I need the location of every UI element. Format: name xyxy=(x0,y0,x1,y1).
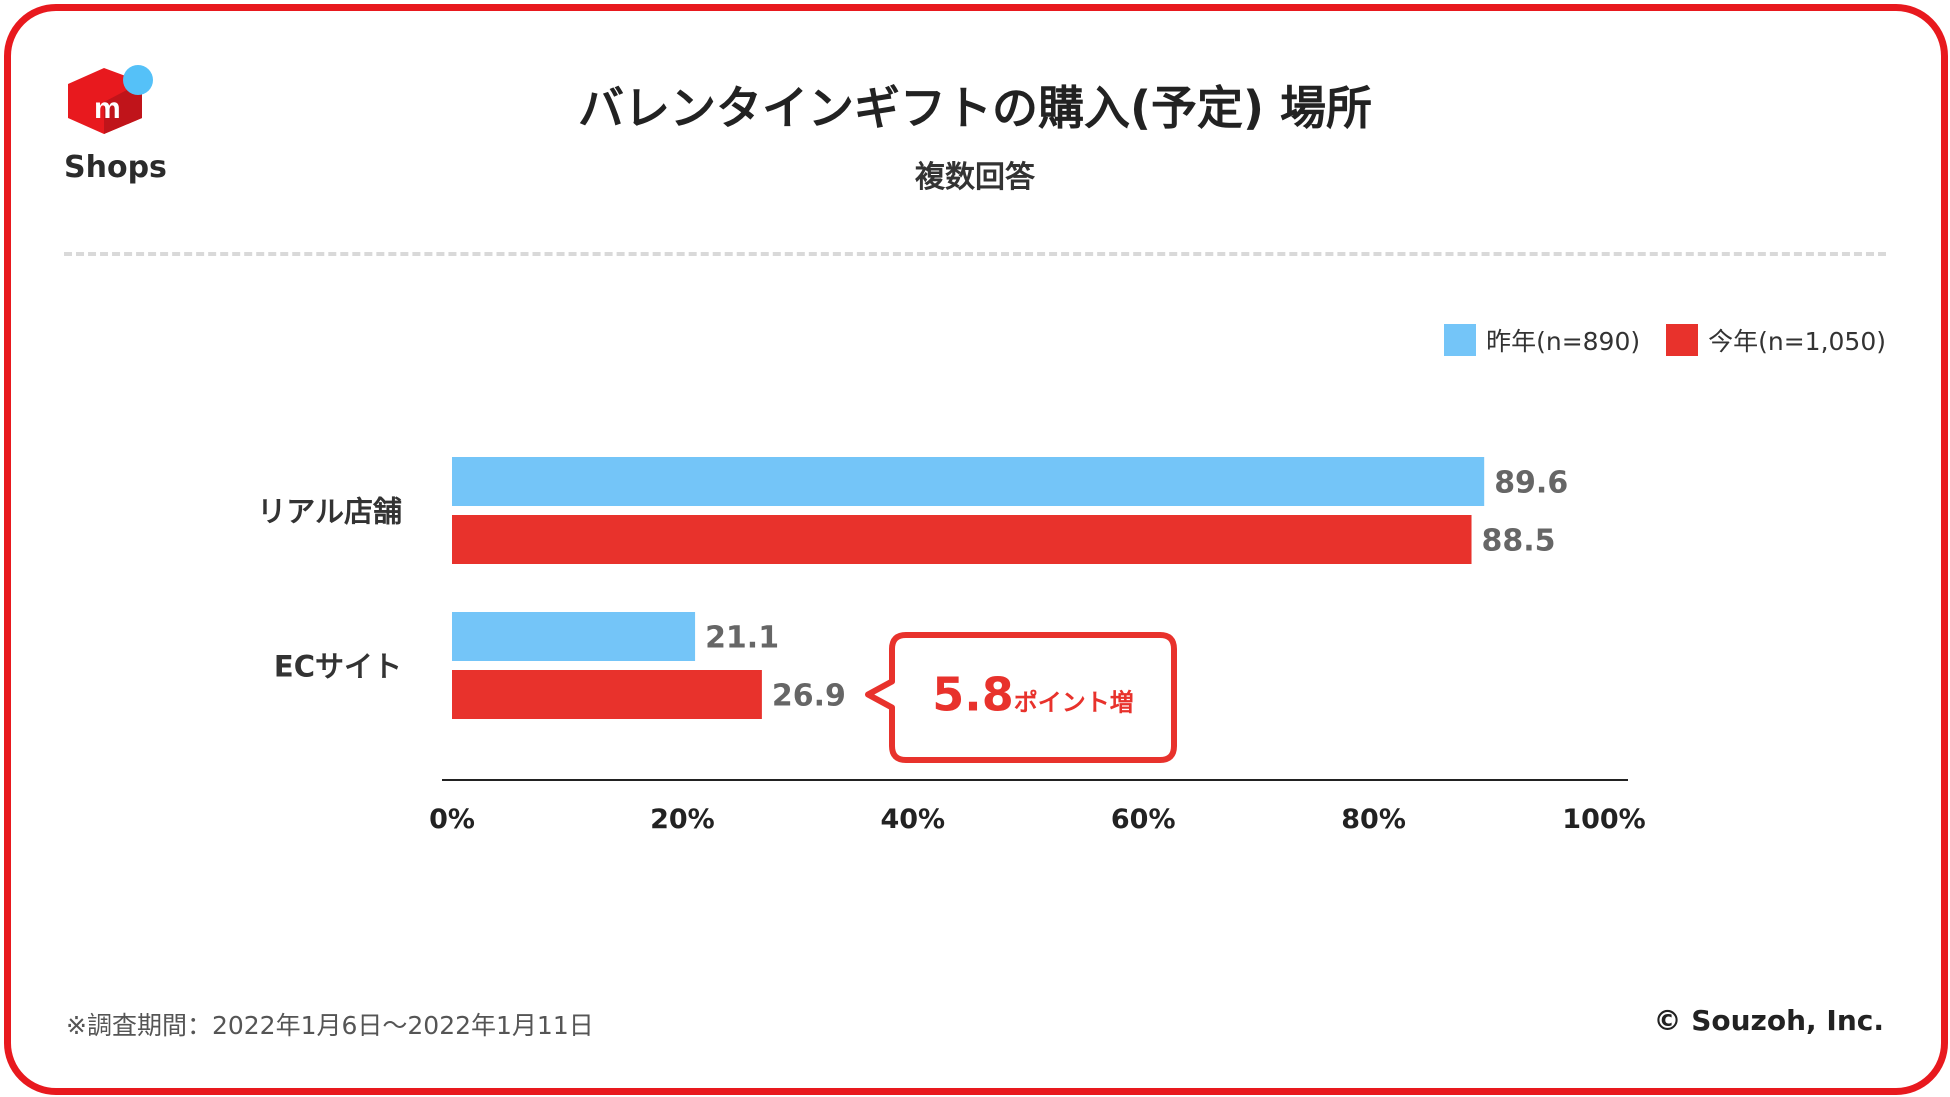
bar-value-label: 26.9 xyxy=(772,679,846,714)
chart-title: バレンタインギフトの購入(予定) 場所 xyxy=(577,81,1373,135)
annotation-callout xyxy=(865,632,1177,763)
annotation-value: 5.8 xyxy=(932,668,1014,722)
category-label: ECサイト xyxy=(274,650,402,684)
bar-value-label: 21.1 xyxy=(705,621,779,656)
survey-period-note: ※調査期間：2022年1月6日～2022年1月11日 xyxy=(66,1011,594,1040)
legend-item-this-year: 今年(n=1,050) xyxy=(1666,322,1886,358)
legend-swatch-this-year xyxy=(1666,324,1699,356)
bar xyxy=(452,670,762,719)
chart-legend: 昨年(n=890) 今年(n=1,050) xyxy=(1418,322,1886,358)
mercari-shops-logo-icon: m xyxy=(68,65,153,134)
annotation-suffix: ポイント増 xyxy=(1014,689,1134,717)
bar xyxy=(452,457,1485,506)
category-label: リアル店舗 xyxy=(257,495,402,529)
x-tick-label: 80% xyxy=(1341,804,1406,835)
legend-item-last-year: 昨年(n=890) xyxy=(1444,322,1640,358)
annotation-text: 5.8ポイント増 xyxy=(932,668,1134,722)
legend-swatch-last-year xyxy=(1444,324,1477,356)
svg-text:m: m xyxy=(94,92,121,125)
legend-label-last-year: 昨年(n=890) xyxy=(1486,327,1641,356)
logo-wordmark: Shops xyxy=(64,150,167,185)
bar-value-label: 89.6 xyxy=(1494,466,1568,501)
header-divider xyxy=(64,252,1886,256)
chart-subtitle: 複数回答 xyxy=(915,160,1035,195)
x-tick-label: 0% xyxy=(429,804,475,835)
bar-value-label: 88.5 xyxy=(1482,524,1556,559)
x-tick-label: 100% xyxy=(1562,804,1645,835)
copyright: © Souzoh, Inc. xyxy=(1653,1004,1884,1037)
x-tick-label: 40% xyxy=(880,804,945,835)
x-tick-label: 20% xyxy=(650,804,715,835)
bar xyxy=(452,612,696,661)
legend-label-this-year: 今年(n=1,050) xyxy=(1708,327,1886,356)
x-tick-label: 60% xyxy=(1111,804,1176,835)
bar xyxy=(452,515,1472,564)
